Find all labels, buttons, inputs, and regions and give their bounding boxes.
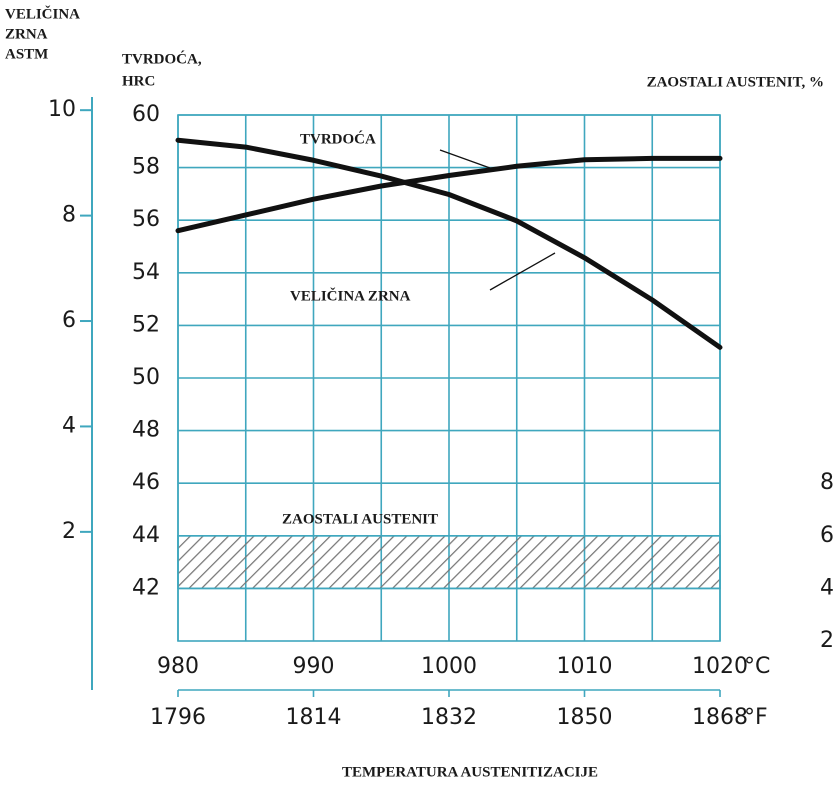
x2-tick-label: 1868 xyxy=(692,705,748,730)
astm-tick-label: 8 xyxy=(62,203,76,228)
y2-tick-label: 6 xyxy=(820,523,834,548)
astm-tick-label: 2 xyxy=(62,519,76,544)
y-tick-label: 56 xyxy=(132,207,160,232)
x-unit: °C xyxy=(744,654,770,679)
x2-unit: °F xyxy=(744,705,768,730)
y-tick-label: 44 xyxy=(132,523,160,548)
x2-tick-label: 1814 xyxy=(286,705,342,730)
y-tick-label: 58 xyxy=(132,155,160,180)
x-tick-label: 1010 xyxy=(557,654,613,679)
x-tick-label: 1020 xyxy=(692,654,748,679)
y2-axis-title: ZAOSTALI AUSTENIT, % xyxy=(647,74,824,90)
y-tick-label: 48 xyxy=(132,418,160,443)
band xyxy=(177,534,721,590)
y-tick-label: 46 xyxy=(132,470,160,495)
y-axis-title: HRC xyxy=(122,73,155,89)
y-tick-label: 54 xyxy=(132,260,160,285)
astm-tick-label: 10 xyxy=(48,97,76,122)
y-tick-label: 42 xyxy=(132,575,160,600)
astm-axis-title: VELIČINA xyxy=(5,5,80,22)
x-tick-label: 980 xyxy=(157,654,199,679)
band-label: ZAOSTALI AUSTENIT xyxy=(282,511,438,527)
leader-line xyxy=(439,149,491,169)
series-label: VELIČINA ZRNA xyxy=(290,287,411,304)
series-line xyxy=(175,137,723,350)
y2-tick-label: 2 xyxy=(820,628,834,653)
x2-tick-label: 1832 xyxy=(421,705,477,730)
x-tick-label: 990 xyxy=(293,654,335,679)
y2-tick-label: 8 xyxy=(820,470,834,495)
astm-tick-label: 4 xyxy=(62,413,76,438)
y-tick-label: 50 xyxy=(132,365,160,390)
x2-tick-label: 1796 xyxy=(150,705,206,730)
x2-tick-label: 1850 xyxy=(557,705,613,730)
series-line xyxy=(175,155,723,234)
astm-tick-label: 6 xyxy=(62,308,76,333)
leader-line xyxy=(489,252,556,291)
y2-tick-label: 4 xyxy=(820,575,834,600)
y-axis-title: TVRDOĆA, xyxy=(122,50,202,67)
astm-axis-title: ZRNA xyxy=(5,26,48,42)
y-tick-label: 60 xyxy=(132,102,160,127)
x-axis-title: TEMPERATURA AUSTENITIZACIJE xyxy=(342,764,598,780)
x-tick-label: 1000 xyxy=(421,654,477,679)
y-tick-label: 52 xyxy=(132,312,160,337)
series-label: TVRDOĆA xyxy=(300,130,376,147)
astm-axis-title: ASTM xyxy=(5,46,48,62)
